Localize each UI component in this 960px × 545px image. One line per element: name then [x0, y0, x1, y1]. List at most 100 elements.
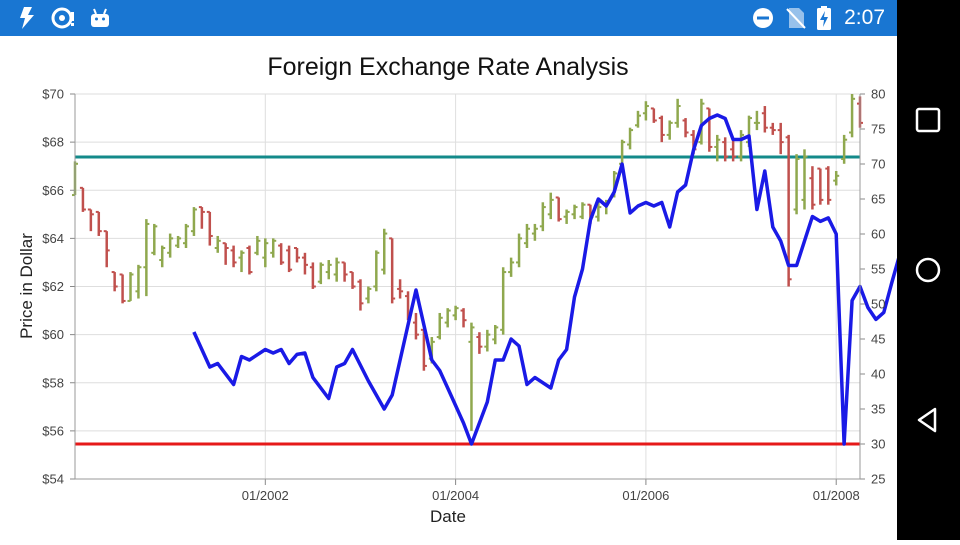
- hilo-bar: [135, 264, 142, 299]
- hilo-bar: [508, 257, 515, 277]
- hilo-bar: [579, 202, 586, 220]
- hilo-bar: [246, 245, 253, 275]
- y2-tick-label: 75: [871, 122, 885, 137]
- hilo-bar: [682, 118, 689, 138]
- home-button[interactable]: [911, 253, 945, 287]
- y-tick-label: $70: [42, 87, 64, 102]
- hilo-bar: [531, 223, 538, 241]
- no-sim-icon: [786, 8, 806, 29]
- hilo-bar: [793, 154, 800, 215]
- chart-title: Foreign Exchange Rate Analysis: [267, 53, 628, 81]
- hilo-bar: [523, 223, 530, 248]
- hilo-bar: [95, 210, 102, 236]
- hilo-bar: [286, 245, 293, 273]
- hilo-bar: [381, 228, 388, 275]
- recent-apps-button[interactable]: [911, 103, 945, 137]
- hilo-bar: [444, 308, 451, 328]
- y-tick-label: $56: [42, 423, 64, 438]
- hilo-bar: [167, 233, 174, 258]
- y2-tick-label: 55: [871, 262, 885, 277]
- hilo-bar: [468, 322, 475, 431]
- hilo-bar: [516, 233, 523, 268]
- hilo-bar: [222, 242, 229, 265]
- hilo-bar: [722, 137, 729, 162]
- hilo-bar: [761, 106, 768, 133]
- x-axis-title: Date: [430, 507, 466, 526]
- x-tick-label: 01/2004: [432, 488, 479, 503]
- hilo-bar: [190, 207, 197, 236]
- hilo-bar: [325, 260, 332, 280]
- hilo-bar: [357, 279, 364, 311]
- status-bar: 2:07: [0, 0, 897, 36]
- hilo-bar: [238, 250, 245, 273]
- hilo-bar: [595, 202, 602, 222]
- hilo-bar: [825, 166, 832, 205]
- y2-tick-label: 70: [871, 157, 885, 172]
- line-series: [192, 113, 941, 446]
- y-tick-label: $60: [42, 327, 64, 342]
- flash-icon: [20, 7, 34, 29]
- hilo-bar: [753, 110, 760, 131]
- y-tick-label: $62: [42, 279, 64, 294]
- hilo-bar: [476, 332, 483, 354]
- cast-icon: [51, 7, 74, 29]
- status-clock: 2:07: [844, 6, 885, 29]
- hilo-bar: [198, 206, 205, 229]
- hilo-bar: [436, 312, 443, 340]
- hilo-bar: [159, 245, 166, 268]
- back-button[interactable]: [911, 403, 945, 437]
- hilo-bar: [214, 235, 221, 253]
- axes: $54 $56 $58 $60 $62 $64 $66 $68 $70 25 30 35 40 45 50 5…: [42, 87, 885, 504]
- hilo-bar: [674, 98, 681, 128]
- line-series-path: [192, 113, 941, 446]
- hilo-bar: [769, 122, 776, 135]
- hilo-bar: [389, 237, 396, 304]
- x-tick-label: 01/2002: [242, 488, 289, 503]
- hilo-bar: [412, 312, 419, 340]
- hilo-bar: [841, 134, 848, 164]
- y2-tick-label: 30: [871, 437, 885, 452]
- hilo-bar: [333, 257, 340, 282]
- y-tick-label: $68: [42, 135, 64, 150]
- hilo-bar: [143, 219, 150, 297]
- hilo-bar: [817, 167, 824, 205]
- hilo-bar: [341, 261, 348, 282]
- hilo-bar: [262, 238, 269, 268]
- hilo-bar: [79, 186, 86, 212]
- hilo-bar: [452, 305, 459, 321]
- y-tick-label: $58: [42, 375, 64, 390]
- hilo-bar: [801, 149, 808, 210]
- hilo-bar: [642, 101, 649, 121]
- hilo-bar: [492, 325, 499, 345]
- navigation-bar: [897, 0, 960, 540]
- hilo-bar: [706, 107, 713, 152]
- hilo-bar: [349, 271, 356, 289]
- y2-tick-label: 80: [871, 87, 885, 102]
- hilo-bar: [294, 247, 301, 263]
- hilo-bar: [206, 210, 213, 246]
- hilo-bar: [460, 308, 467, 328]
- hilo-bar: [301, 252, 308, 275]
- hilo-bar: [270, 238, 277, 258]
- hilo-bar: [547, 192, 554, 220]
- x-tick-label: 01/2008: [813, 488, 860, 503]
- hilo-bar: [777, 122, 784, 155]
- hilo-bar: [111, 271, 118, 292]
- hilo-bar: [634, 110, 641, 128]
- hilo-bar: [103, 230, 110, 268]
- hilo-bar: [87, 208, 94, 232]
- y-axis-title: Price in Dollar: [17, 233, 36, 339]
- hilo-bar: [183, 223, 190, 248]
- y2-tick-label: 40: [871, 367, 885, 382]
- y2-tick-label: 60: [871, 227, 885, 242]
- hilo-bar: [555, 196, 562, 222]
- hilo-bar: [309, 262, 316, 289]
- y2-tick-label: 65: [871, 192, 885, 207]
- hilo-bar: [151, 223, 158, 256]
- do-not-disturb-icon: [753, 8, 773, 28]
- hilo-bar: [500, 267, 507, 335]
- chart-container: Foreign Exchange Rate Analysis $54 $56 $58…: [0, 36, 941, 540]
- exchange-rate-chart: Foreign Exchange Rate Analysis $54 $56 $58…: [17, 53, 941, 526]
- x-tick-label: 01/2006: [622, 488, 669, 503]
- hilo-series: [72, 94, 863, 431]
